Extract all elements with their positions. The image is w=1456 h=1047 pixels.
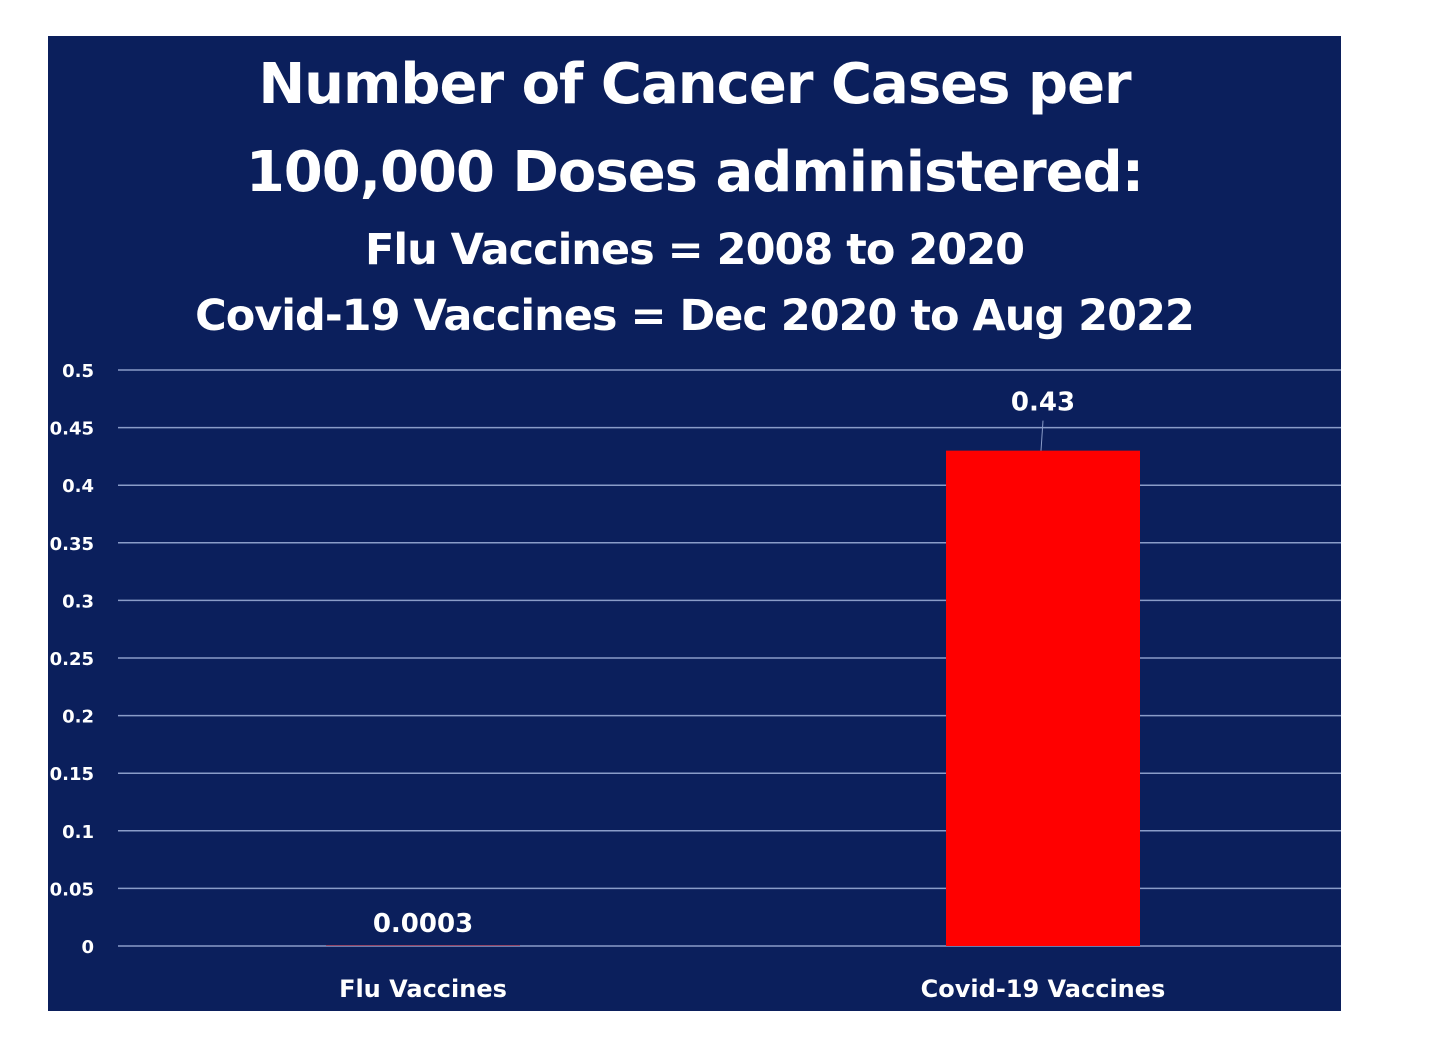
- y-tick-label: 0.3: [62, 591, 94, 612]
- chart-title-line-1: Number of Cancer Cases per: [258, 52, 1131, 117]
- y-tick-label: 0.45: [50, 419, 94, 440]
- chart-title-line-2: 100,000 Doses administered:: [245, 140, 1144, 205]
- data-labels: 0.0003 0.43: [373, 388, 1075, 939]
- y-tick-label: 0.2: [62, 707, 94, 728]
- y-tick-label: 0.25: [50, 649, 94, 670]
- x-tick-label: Flu Vaccines: [339, 975, 507, 1003]
- plot-area: 0 0.05 0.1 0.15 0.2 0.25 0.3 0.35 0.4 0.45 0.5 0.0…: [50, 361, 1341, 1003]
- y-tick-label: 0.05: [50, 879, 94, 900]
- x-tick-label: Covid-19 Vaccines: [921, 975, 1166, 1003]
- y-tick-label: 0.35: [50, 534, 94, 555]
- y-tick-label: 0.4: [62, 476, 94, 497]
- data-label: 0.43: [1011, 388, 1075, 418]
- y-tick-label: 0.1: [62, 822, 94, 843]
- chart-subtitle-line-1: Flu Vaccines = 2008 to 2020: [364, 225, 1025, 275]
- x-axis-tick-labels: Flu Vaccines Covid-19 Vaccines: [339, 975, 1165, 1003]
- bars: [326, 450, 1140, 946]
- bar-covid-19-vaccines: [946, 450, 1140, 946]
- chart-subtitle-line-2: Covid-19 Vaccines = Dec 2020 to Aug 2022: [195, 291, 1195, 341]
- gridlines: [118, 369, 1341, 947]
- chart-panel: Number of Cancer Cases per 100,000 Doses…: [48, 36, 1341, 1011]
- y-tick-label: 0.5: [62, 361, 94, 382]
- y-axis-tick-labels: 0 0.05 0.1 0.15 0.2 0.25 0.3 0.35 0.4 0.45 0.5: [50, 361, 94, 958]
- data-label-leader-line: [1040, 420, 1044, 451]
- y-tick-label: 0.15: [50, 764, 94, 785]
- data-label: 0.0003: [373, 909, 473, 939]
- y-tick-label: 0: [81, 937, 94, 958]
